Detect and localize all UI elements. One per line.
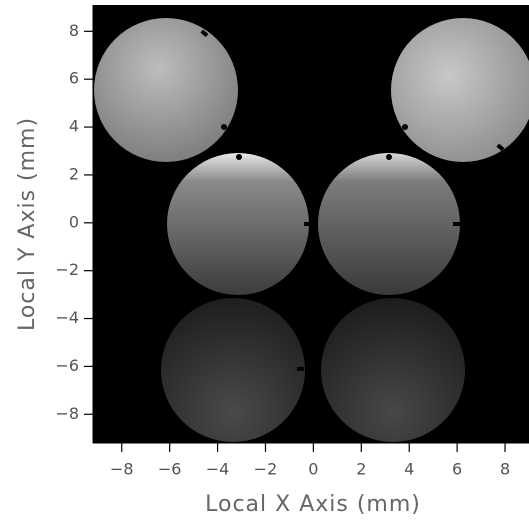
sample-disc [321, 298, 465, 442]
sample-disc [161, 298, 305, 442]
x-tick-label: −6 [158, 460, 182, 479]
sample-disc [94, 18, 238, 162]
x-tick-label: 8 [500, 460, 510, 479]
x-tick-label: 4 [404, 460, 414, 479]
x-tick-label: 0 [308, 460, 318, 479]
x-tick-label: −8 [110, 460, 134, 479]
x-tick-label: −2 [254, 460, 278, 479]
y-tick-label: 8 [69, 21, 79, 40]
y-axis-title: Local Y Axis (mm) [15, 117, 40, 331]
x-tick-label: −4 [206, 460, 230, 479]
marker [297, 367, 304, 371]
x-tick-label: 6 [452, 460, 462, 479]
x-tick-label: 2 [356, 460, 366, 479]
y-tick-label: 6 [69, 69, 79, 88]
marker [453, 222, 460, 226]
y-tick-label: −8 [55, 404, 79, 423]
sample-disc [167, 153, 309, 295]
y-tick-label: 2 [69, 164, 79, 183]
chart: Local X Axis (mm) Local Y Axis (mm) −8 −6… [0, 0, 529, 520]
sample-disc [391, 18, 529, 162]
marker [236, 154, 242, 160]
marker [402, 124, 408, 130]
marker [221, 124, 227, 130]
marker [386, 154, 392, 160]
y-tick-label: 0 [69, 212, 79, 231]
sample-disc [318, 153, 460, 295]
y-tick-label: −2 [55, 260, 79, 279]
y-tick-label: 4 [69, 117, 79, 136]
y-tick-label: −6 [55, 356, 79, 375]
x-axis-title: Local X Axis (mm) [205, 492, 421, 517]
marker [304, 222, 311, 226]
y-tick-label: −4 [55, 308, 79, 327]
